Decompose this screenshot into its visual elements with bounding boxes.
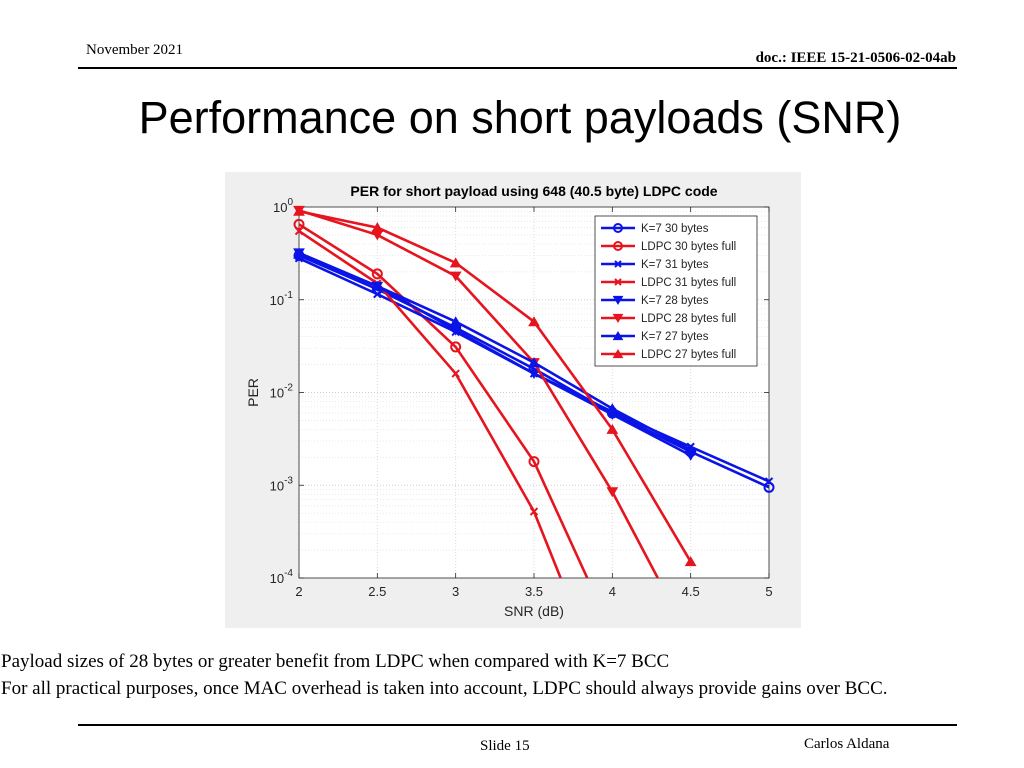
slide-title: Performance on short payloads (SNR) (138, 92, 902, 143)
data-point (528, 316, 540, 327)
legend-item: K=7 27 bytes (601, 330, 709, 343)
x-tick-label: 4.5 (682, 584, 700, 599)
legend-label: LDPC 28 bytes full (641, 313, 736, 325)
legend-label: K=7 30 bytes (641, 223, 709, 235)
per-chart: 2 2.5 3 3.5 4 4.5 5 100 10-1 10-2 10-3 10-4 SNR (dB)… (225, 172, 801, 628)
data-point (528, 357, 540, 368)
x-tick-label: 4 (609, 584, 616, 599)
data-point (294, 226, 304, 236)
y-tick-label: 10-4 (270, 568, 294, 586)
data-point-stroke (529, 507, 539, 516)
legend-label: LDPC 30 bytes full (641, 241, 736, 253)
data-point (606, 487, 619, 498)
y-tick-label: 10-2 (270, 383, 294, 401)
data-point-stroke (614, 278, 622, 286)
y-tick-label: 10-1 (270, 290, 294, 308)
data-point (450, 341, 462, 353)
data-point (371, 268, 383, 280)
data-point (293, 248, 305, 259)
body-line-1: Payload sizes of 28 bytes or greater ben… (1, 651, 670, 672)
data-point (614, 278, 622, 286)
legend-item: K=7 30 bytes (601, 223, 709, 235)
series-line (299, 209, 659, 578)
x-tick-label: 5 (765, 584, 772, 599)
data-point (613, 223, 623, 233)
x-tick-label: 2 (295, 584, 302, 599)
series-line (299, 252, 692, 452)
header-date: November 2021 (86, 42, 184, 58)
legend-item: LDPC 27 bytes full (601, 348, 736, 361)
legend-box (594, 215, 758, 367)
data-point-stroke (373, 289, 382, 299)
data-point (371, 222, 384, 233)
legend-label: LDPC 31 bytes full (641, 277, 736, 289)
data-point (764, 477, 774, 486)
legend: K=7 30 bytes LDPC 30 bytes full K=7 31 byt… (594, 215, 758, 367)
data-point (293, 218, 305, 230)
header-rule (78, 67, 957, 69)
series-ldpc-30-bytes-full (293, 218, 589, 578)
series-ldpc-27-bytes-full (293, 205, 697, 567)
data-point (528, 369, 540, 380)
data-point (612, 348, 624, 359)
data-point (606, 423, 619, 434)
x-tick-label: 3 (452, 584, 459, 599)
legend-item: LDPC 31 bytes full (601, 277, 736, 289)
data-point (612, 295, 624, 306)
legend-item: K=7 31 bytes (601, 259, 709, 271)
legend-item: K=7 28 bytes (601, 295, 709, 307)
data-point-stroke (451, 369, 460, 378)
data-point (614, 260, 622, 268)
y-axis-label: PER (245, 378, 261, 407)
series-line (299, 223, 589, 578)
legend-item: LDPC 28 bytes full (601, 313, 736, 325)
x-axis-label: SNR (dB) (504, 603, 564, 619)
footer-author: Carlos Aldana (804, 736, 890, 752)
y-tick-label: 100 (273, 197, 293, 215)
data-point-stroke (764, 477, 774, 486)
data-point (613, 241, 623, 251)
series-k-7-27-bytes (293, 248, 697, 455)
data-point-stroke (294, 226, 304, 236)
body-line-2: For all practical purposes, once MAC ove… (1, 678, 888, 699)
series-line (299, 209, 692, 563)
y-tick-label: 10-3 (270, 475, 294, 493)
x-tick-label: 3.5 (525, 584, 543, 599)
legend-label: LDPC 27 bytes full (641, 349, 736, 361)
data-point (529, 507, 539, 516)
chart-title: PER for short payload using 648 (40.5 by… (350, 183, 717, 199)
data-point-stroke (614, 260, 622, 268)
legend-label: K=7 28 bytes (641, 295, 709, 307)
chart-container: 2 2.5 3 3.5 4 4.5 5 100 10-1 10-2 10-3 10-4 SNR (dB)… (225, 172, 801, 628)
data-point (612, 330, 624, 341)
data-point (449, 271, 462, 282)
legend-item: LDPC 30 bytes full (601, 241, 736, 253)
data-point (606, 403, 619, 414)
data-point (449, 316, 462, 327)
data-point (612, 313, 624, 324)
data-point (451, 369, 460, 378)
footer-slide-number: Slide 15 (480, 738, 530, 754)
legend-label: K=7 27 bytes (641, 331, 709, 343)
header-doc-id: doc.: IEEE 15-21-0506-02-04ab (755, 50, 956, 66)
data-point (684, 556, 697, 567)
body-text: Payload sizes of 28 bytes or greater ben… (1, 648, 1021, 702)
data-point (528, 456, 540, 468)
data-point (293, 205, 305, 216)
data-point (684, 444, 697, 455)
x-tick-label: 2.5 (368, 584, 386, 599)
data-point (373, 289, 382, 299)
legend-label: K=7 31 bytes (641, 259, 709, 271)
grid (298, 206, 770, 579)
data-point (371, 280, 384, 291)
data-point (449, 257, 462, 268)
footer-rule (78, 724, 957, 726)
